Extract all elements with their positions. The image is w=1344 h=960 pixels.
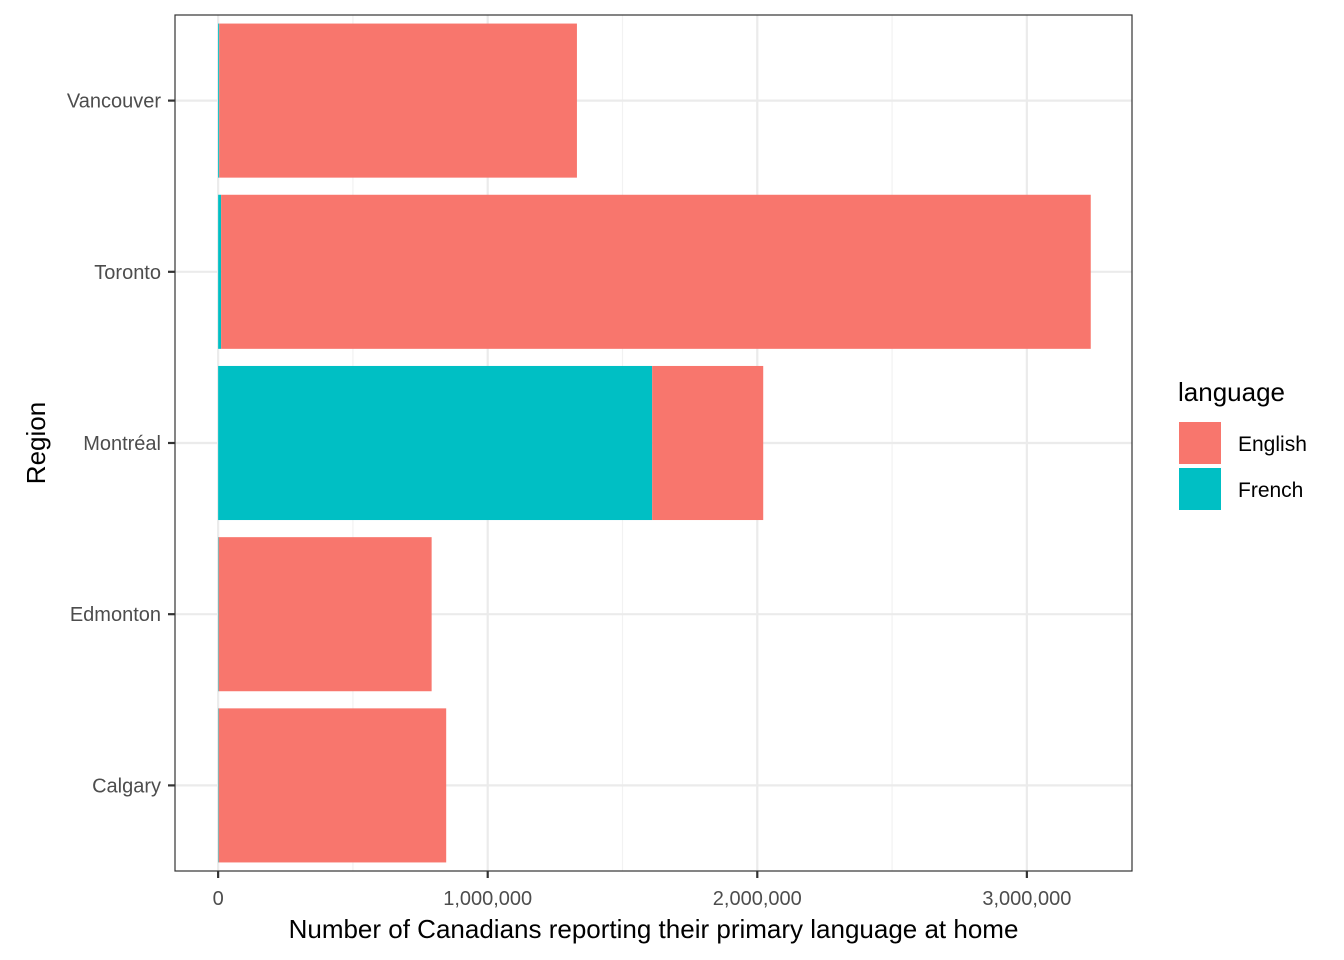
legend-title: language [1178,377,1285,407]
legend-key-english [1179,422,1221,464]
legend-label-english: English [1238,433,1307,456]
bar-french-calgary [218,708,219,863]
bar-english-montréal [652,365,764,521]
bar-english-edmonton [218,537,432,692]
y-tick-label: Calgary [92,775,161,797]
legend-key-french [1179,468,1221,510]
x-tick-label: 0 [213,888,224,910]
bar-french-vancouver [218,23,220,178]
bar-english-calgary [218,708,447,863]
x-tick-label: 2,000,000 [713,888,802,910]
bar-french-edmonton [218,537,219,692]
legend-label-french: French [1238,479,1303,502]
x-tick-label: 1,000,000 [443,888,532,910]
y-tick-label: Edmonton [70,604,161,626]
y-tick-label: Montréal [83,433,161,455]
x-axis: 0 1,000,000 2,000,000 3,000,000 [213,871,1071,910]
bars [218,23,1091,863]
x-tick-label: 3,000,000 [982,888,1071,910]
y-tick-label: Vancouver [67,91,161,113]
y-axis: Calgary Edmonton Montréal Toronto Vancouver [67,91,175,797]
x-axis-title: Number of Canadians reporting their prim… [289,914,1019,944]
legend: language English French [1178,377,1307,510]
bar-french-toronto [218,194,222,349]
y-tick-label: Toronto [94,262,161,284]
bar-english-toronto [221,194,1091,349]
y-axis-title: Region [21,402,51,484]
bar-english-vancouver [219,23,577,178]
bar-french-montréal [218,365,653,521]
